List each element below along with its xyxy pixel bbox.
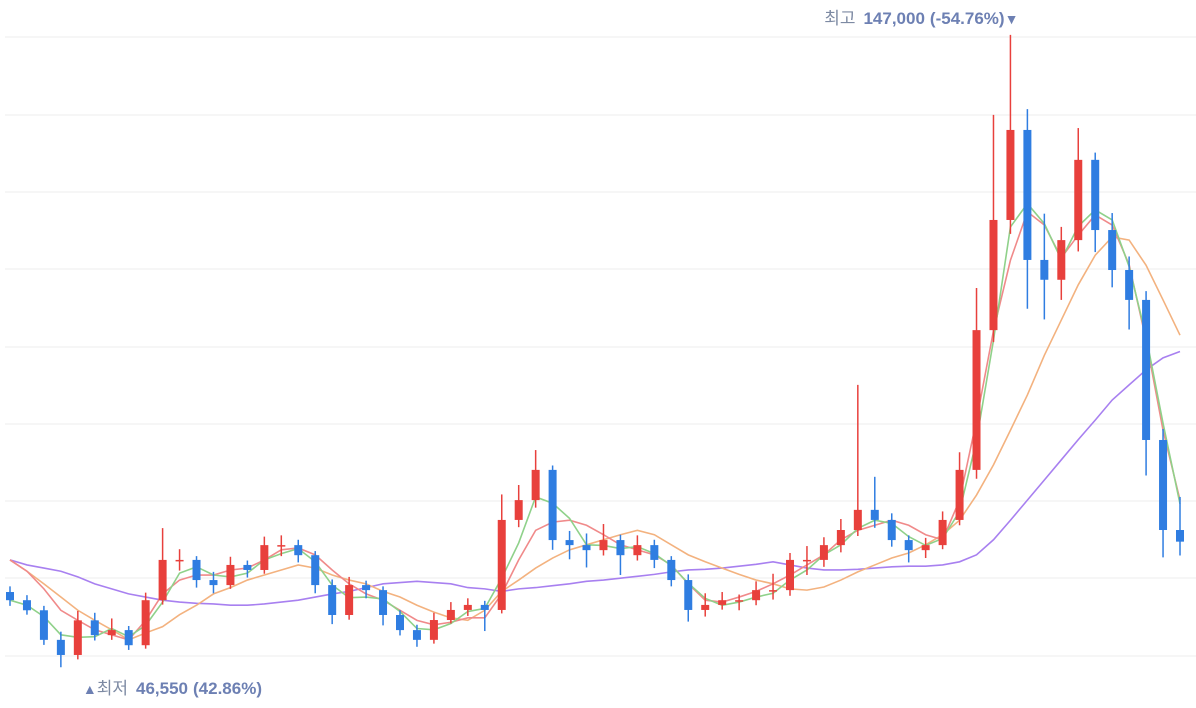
candle-body <box>345 585 354 615</box>
candle-body <box>6 592 14 601</box>
candle-body <box>1142 299 1151 440</box>
candle-body <box>141 600 150 646</box>
candle-body <box>1074 159 1083 241</box>
candle-body <box>718 600 727 605</box>
candle-body <box>633 545 642 556</box>
candle-body <box>582 545 591 551</box>
candle-body <box>616 540 625 556</box>
candle-body <box>362 585 371 591</box>
candle-body <box>277 545 286 547</box>
price-text: 46,550 <box>136 679 188 698</box>
candle-body <box>853 509 862 531</box>
candle-body <box>1176 530 1184 542</box>
candle-body <box>412 630 421 640</box>
moving-average-line <box>9 202 1181 639</box>
max-price-label: 최고 147,000 (-54.76%)▼ <box>824 9 1018 28</box>
candle-body <box>463 604 472 610</box>
min-price-label: ▲최저 46,550 (42.86%) <box>83 679 262 698</box>
candle-body <box>294 545 303 556</box>
candle-body <box>1125 270 1134 300</box>
candle-body <box>311 555 320 586</box>
candle-body <box>667 559 676 581</box>
candle-body <box>836 530 845 546</box>
moving-averages <box>9 202 1181 641</box>
candle-body <box>1159 439 1168 531</box>
candle-body <box>107 630 116 636</box>
candle-body <box>870 509 879 520</box>
candle-body <box>514 500 523 520</box>
candle-body <box>158 559 167 601</box>
candle-body <box>1006 129 1015 220</box>
candle-body <box>497 519 506 610</box>
candle-body <box>921 545 930 551</box>
price-text: 147,000 <box>863 9 924 28</box>
candle-body <box>938 519 947 546</box>
candle-body <box>887 519 896 541</box>
candle-body <box>209 580 218 586</box>
moving-average-line <box>9 210 1181 641</box>
candle-body <box>56 639 65 655</box>
candle-body <box>1091 159 1100 231</box>
candle-body <box>192 559 201 581</box>
candle-body <box>769 590 778 592</box>
candle-body <box>1057 240 1066 280</box>
candle-body <box>701 604 710 610</box>
label-text: 최저 <box>97 679 128 698</box>
candle-body <box>955 469 964 520</box>
candle-body <box>480 604 489 610</box>
grid <box>5 36 1196 657</box>
candle-body <box>226 564 235 586</box>
change-text: (42.86%) <box>193 679 262 698</box>
candle-body <box>752 590 761 601</box>
change-text: (-54.76%) <box>930 9 1005 28</box>
candle-body <box>429 620 438 640</box>
label-text: 최고 <box>824 9 855 28</box>
candle-body <box>73 620 82 655</box>
candle-body <box>599 540 608 551</box>
candle-body <box>175 559 184 562</box>
candle-body <box>819 545 828 560</box>
candle-body <box>1040 259 1049 280</box>
candles <box>6 34 1184 668</box>
candle-body <box>786 559 794 591</box>
candle-body <box>684 580 693 610</box>
candle-body <box>548 469 557 541</box>
candle-body <box>22 600 31 611</box>
moving-average-line <box>9 350 1181 607</box>
candle-body <box>735 600 744 602</box>
candle-body <box>396 614 404 631</box>
marker: ▼ <box>1005 11 1019 27</box>
candle-body <box>904 540 913 551</box>
candle-body <box>328 585 337 615</box>
candle-body <box>1108 230 1117 271</box>
candle-body <box>39 610 48 640</box>
candle-body <box>650 545 659 560</box>
candle-body <box>243 564 252 570</box>
moving-average-line <box>9 236 1181 641</box>
candle-body <box>802 559 811 562</box>
candle-body <box>260 545 269 570</box>
candle-body <box>446 609 455 621</box>
candle-body <box>989 219 998 331</box>
marker: ▲ <box>83 681 97 697</box>
candle-body <box>124 630 133 646</box>
candle-body <box>1023 129 1032 260</box>
candle-body <box>531 469 540 501</box>
candle-body <box>972 330 981 470</box>
candle-body <box>379 590 388 615</box>
candle-body <box>565 540 574 546</box>
candle-body <box>90 620 99 636</box>
